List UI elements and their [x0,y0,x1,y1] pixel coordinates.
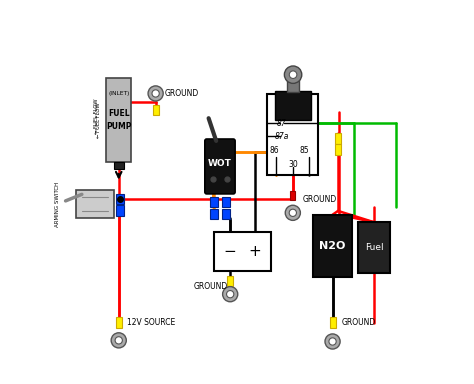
Circle shape [325,334,340,349]
Bar [116,205,124,216]
Bar [313,215,353,277]
Text: 85: 85 [299,146,309,155]
Text: ARMING SWITCH: ARMING SWITCH [55,182,60,227]
FancyBboxPatch shape [205,139,235,194]
Text: PUMP: PUMP [106,122,131,131]
Text: N2O: N2O [319,241,346,251]
Bar [210,197,219,207]
Text: ← FUEL FLOW: ← FUEL FLOW [94,98,100,134]
Circle shape [148,86,163,101]
Bar [275,91,310,120]
Bar [329,317,336,328]
Text: GROUND: GROUND [342,318,376,327]
Circle shape [223,286,238,302]
Bar [290,191,295,200]
Text: GROUND: GROUND [165,89,200,98]
Text: 30: 30 [288,160,298,169]
Circle shape [284,66,302,83]
Circle shape [285,205,301,220]
Bar [287,74,300,92]
Bar [114,162,124,169]
Bar [335,144,341,155]
Circle shape [111,333,126,348]
Bar [335,133,341,144]
Bar [107,78,131,162]
Bar [76,190,114,218]
Text: WOT: WOT [208,159,232,169]
Text: FUEL: FUEL [108,109,129,118]
Circle shape [289,71,297,78]
Text: 12V SOURCE: 12V SOURCE [127,318,175,327]
Text: (INLET): (INLET) [108,91,129,96]
Text: ← FUEL FLOW: ← FUEL FLOW [96,102,101,138]
Text: 87: 87 [277,119,286,128]
Bar [214,232,271,271]
Bar [227,276,233,286]
Circle shape [227,291,234,298]
Circle shape [289,209,296,217]
Bar [222,209,230,219]
Bar [267,94,319,175]
Bar [153,105,159,116]
Bar [116,194,124,205]
Bar [222,197,230,207]
Text: +: + [249,244,262,259]
Text: GROUND: GROUND [302,195,337,204]
Text: GROUND: GROUND [193,282,228,291]
Bar [210,209,219,219]
Bar [358,222,390,273]
Bar [116,317,122,328]
Text: 86: 86 [270,146,279,155]
Circle shape [115,337,122,344]
Text: 87a: 87a [274,132,289,141]
Text: Fuel: Fuel [365,243,383,252]
Text: −: − [224,244,237,259]
Circle shape [329,338,336,345]
Circle shape [152,90,159,97]
